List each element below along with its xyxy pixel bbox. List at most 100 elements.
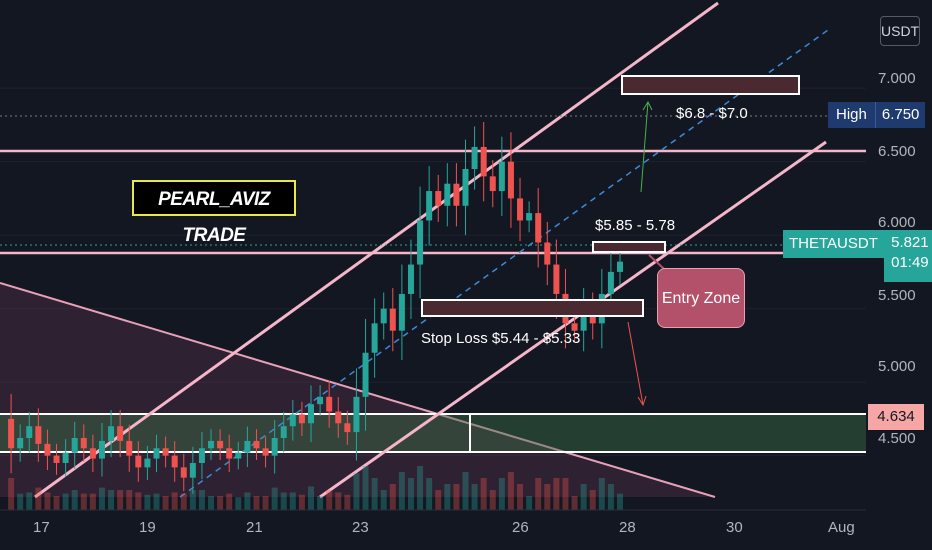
volume-bar xyxy=(617,493,623,510)
volume-bar xyxy=(498,478,505,510)
volume-bar xyxy=(589,490,596,510)
candle-body xyxy=(180,467,187,478)
x-tick: 21 xyxy=(246,519,263,536)
high-label: High xyxy=(828,102,875,128)
volume-bar xyxy=(317,496,324,510)
candle-body xyxy=(371,323,378,353)
candle-body xyxy=(544,242,551,265)
candle-body xyxy=(607,271,614,294)
candle-body xyxy=(308,404,314,424)
candle-body xyxy=(235,452,242,459)
candle-body xyxy=(262,448,269,456)
candle-body xyxy=(435,191,442,206)
candle-body xyxy=(8,418,15,449)
candle-body xyxy=(380,308,387,324)
volume-bar xyxy=(335,492,342,510)
volume-bar xyxy=(280,492,287,510)
volume-bar xyxy=(208,496,215,510)
volume-bar xyxy=(580,484,587,510)
candle-body xyxy=(298,414,305,424)
volume-bar xyxy=(362,466,369,510)
y-tick: 4.500 xyxy=(878,430,916,447)
volume-bar xyxy=(389,484,396,510)
up-arrow xyxy=(640,101,649,193)
stop-loss-box xyxy=(421,299,644,317)
x-axis: 17 19 21 23 26 28 30 Aug xyxy=(33,519,855,536)
candle-body xyxy=(526,213,533,221)
volume-bar xyxy=(607,484,614,510)
chart-title: PEARL_AVIZ TRADE xyxy=(132,180,296,246)
volume-bar xyxy=(162,496,169,510)
volume-bar xyxy=(489,490,496,510)
volume-bar xyxy=(53,496,60,510)
channel-midline xyxy=(179,29,829,498)
down-arrow-head xyxy=(637,395,647,407)
volume-bar xyxy=(262,496,269,510)
y-tick: 6.000 xyxy=(878,214,916,231)
volume-bar xyxy=(108,490,115,510)
candle-body xyxy=(362,352,369,397)
channel-lower xyxy=(319,140,827,499)
bar-countdown: 01:49 xyxy=(891,254,929,271)
volume-bar xyxy=(271,487,278,510)
marked-level-tag: 4.634 xyxy=(868,404,924,430)
volume-bar xyxy=(417,466,424,510)
volume-bar xyxy=(44,492,51,510)
volume-bar xyxy=(535,478,542,510)
price-and-countdown: 5.821 01:49 xyxy=(883,230,932,282)
volume-bar xyxy=(171,492,178,510)
candle-body xyxy=(471,146,478,170)
candle-body xyxy=(208,440,215,449)
volume-bar xyxy=(71,490,78,510)
volume-bar xyxy=(189,490,196,510)
volume-bar xyxy=(435,490,442,510)
volume-bar xyxy=(471,484,478,510)
candle-body xyxy=(244,440,251,453)
volume-bar xyxy=(117,490,124,510)
volume-bar xyxy=(598,478,605,510)
volume-bar xyxy=(198,490,205,510)
volume-bar xyxy=(80,493,87,510)
volume-bar xyxy=(62,493,69,510)
y-tick: 5.000 xyxy=(878,358,916,375)
up-arrow-head xyxy=(642,100,653,111)
candle-body xyxy=(353,396,360,433)
candle-body xyxy=(317,396,324,405)
candle-body xyxy=(198,448,205,463)
x-tick: 26 xyxy=(512,519,529,536)
entry-range-label: $5.85 - 5.78 xyxy=(595,217,675,234)
candle-body xyxy=(80,437,87,449)
down-arrow xyxy=(627,321,644,406)
high-price-tag: High 6.750 xyxy=(828,102,926,128)
y-tick: 5.500 xyxy=(878,287,916,304)
volume-bar xyxy=(298,494,305,510)
y-tick: 6.500 xyxy=(878,143,916,160)
volume-bar xyxy=(526,496,533,510)
y-axis: 7.000 6.500 6.000 5.500 5.000 4.500 xyxy=(878,70,916,447)
candle-body xyxy=(407,264,414,294)
candle-body xyxy=(417,220,424,265)
volume-bar xyxy=(353,473,360,510)
candle-body xyxy=(126,440,133,456)
x-tick: 30 xyxy=(726,519,743,536)
volume-bar xyxy=(326,490,333,510)
candle-body xyxy=(344,423,351,433)
volume-bar xyxy=(153,493,160,510)
symbol-label: THETAUSDT xyxy=(783,230,884,258)
currency-unit-button[interactable]: USDT xyxy=(880,16,920,46)
candle-body xyxy=(153,448,160,459)
volume-bar xyxy=(89,493,96,510)
candle-body xyxy=(398,293,405,331)
candle-body xyxy=(89,448,96,459)
candle-body xyxy=(162,448,169,456)
candle-body xyxy=(507,161,514,199)
volume-bar xyxy=(98,487,105,510)
volume-bar xyxy=(426,478,433,510)
candle-body xyxy=(117,426,124,441)
candle-body xyxy=(517,198,524,221)
x-tick: 19 xyxy=(139,519,156,536)
volume-bar xyxy=(507,472,514,510)
candle-body xyxy=(571,323,578,331)
candle-body xyxy=(426,191,433,221)
